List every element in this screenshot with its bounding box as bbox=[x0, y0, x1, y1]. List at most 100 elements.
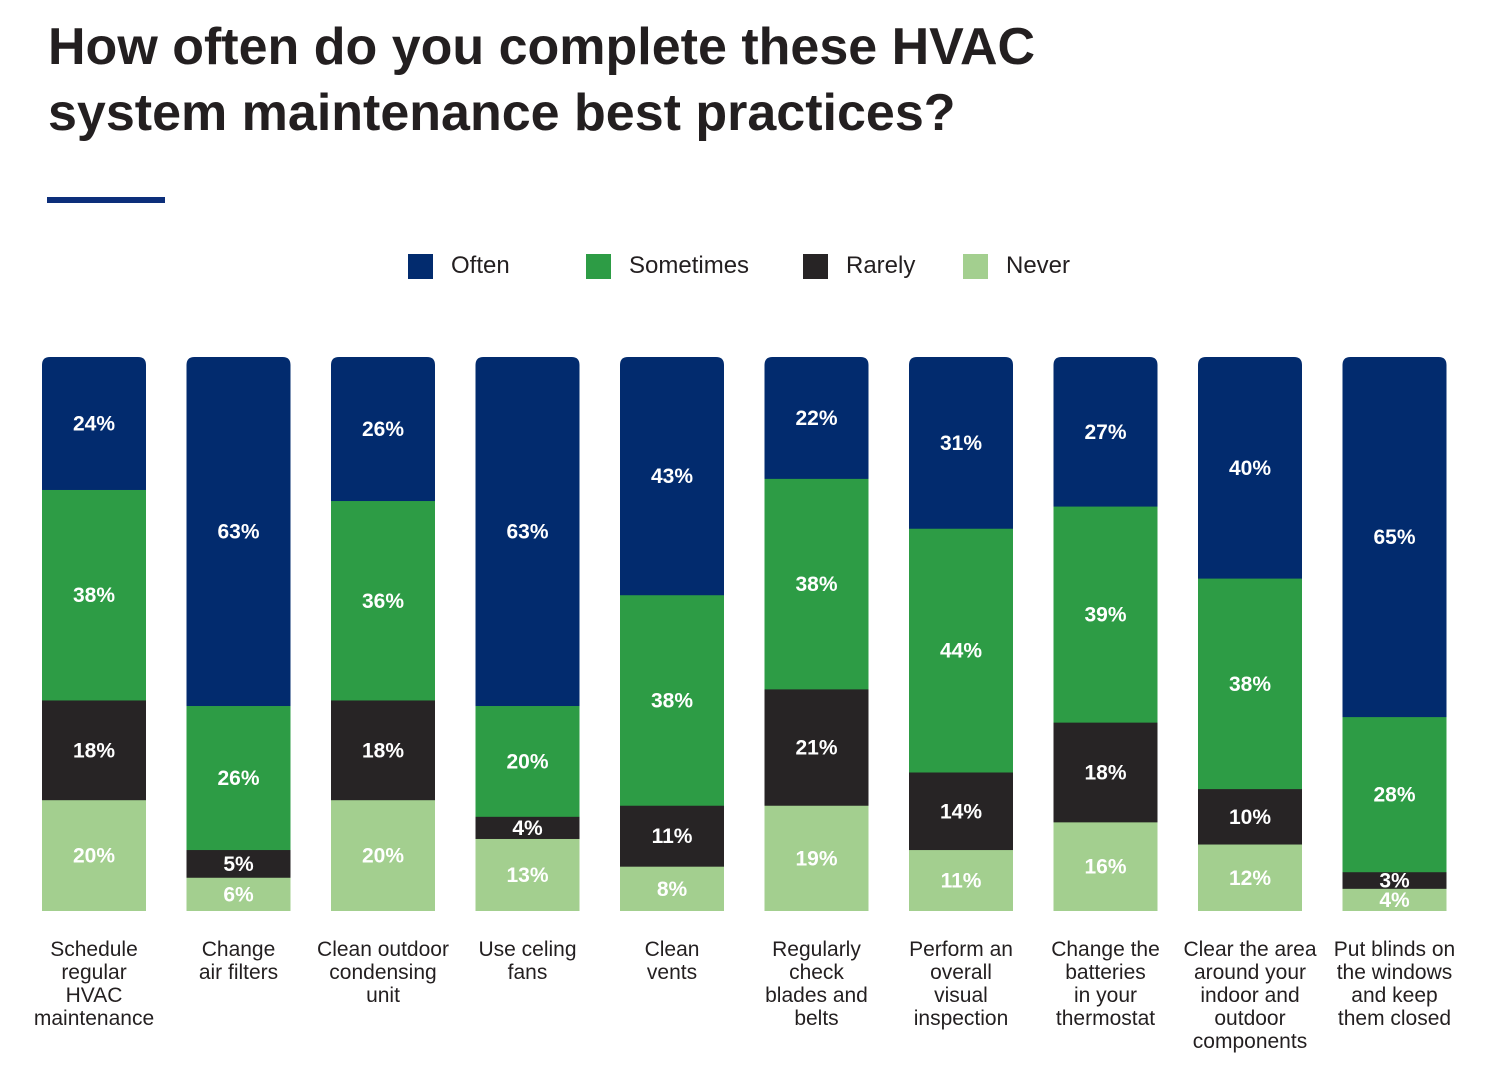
bar-segment-never bbox=[1342, 888, 1447, 911]
bar-segment-sometimes bbox=[620, 595, 724, 807]
category-label-line: check bbox=[789, 961, 844, 984]
bar-segment-often bbox=[331, 357, 435, 502]
category-label-line: blades and bbox=[765, 984, 868, 1007]
bar-segment-sometimes bbox=[331, 501, 435, 701]
data-label: 38% bbox=[651, 689, 693, 712]
bar-segment-often bbox=[475, 357, 580, 707]
bar-segment-often bbox=[1198, 357, 1302, 580]
data-label: 12% bbox=[1229, 867, 1271, 890]
category-label: Clear the area around your indoor and outdo… bbox=[1175, 938, 1325, 1053]
category-label-line: them closed bbox=[1337, 1007, 1452, 1030]
chart-title-line-1: How often do you complete these HVAC bbox=[48, 18, 1036, 76]
data-label: 18% bbox=[1084, 762, 1126, 785]
data-label: 63% bbox=[217, 521, 259, 544]
bar-segment-sometimes bbox=[1198, 578, 1302, 790]
bar-segment-sometimes bbox=[764, 478, 869, 690]
category-label-line: Put blinds on bbox=[1333, 938, 1456, 961]
legend-label: Sometimes bbox=[629, 252, 750, 279]
category-label-line: condensing bbox=[329, 961, 437, 984]
bar-segment-rarely bbox=[475, 816, 580, 840]
data-label: 20% bbox=[362, 845, 404, 868]
data-label: 5% bbox=[223, 853, 254, 876]
category-label-line: vents bbox=[646, 961, 698, 984]
category-label-line: and keep bbox=[1351, 984, 1438, 1007]
bar-segment-never bbox=[909, 850, 1013, 911]
data-label: 4% bbox=[1379, 889, 1410, 912]
category-label-line: fans bbox=[507, 961, 548, 984]
bar-segment-never bbox=[475, 838, 580, 911]
category-label-line: Schedule bbox=[50, 938, 138, 961]
data-label: 19% bbox=[795, 847, 837, 870]
bar-segment-rarely bbox=[42, 700, 146, 801]
category-label-line: belts bbox=[794, 1007, 839, 1030]
category-label-line: inspection bbox=[913, 1007, 1009, 1030]
data-label: 10% bbox=[1229, 806, 1271, 829]
legend-label: Often bbox=[451, 252, 510, 279]
data-label: 11% bbox=[941, 870, 982, 893]
data-label: 63% bbox=[506, 521, 548, 544]
category-label-line: overall bbox=[930, 961, 992, 984]
category-label-line: Perform an bbox=[909, 938, 1013, 961]
bar-segment-often bbox=[1342, 357, 1447, 718]
category-label-line: the windows bbox=[1336, 961, 1453, 984]
bar-segment-sometimes bbox=[1053, 506, 1158, 724]
bar-stack bbox=[331, 357, 435, 911]
legend-label: Never bbox=[1006, 252, 1071, 279]
legend-item-never: Never bbox=[963, 252, 1070, 280]
bar-stack bbox=[42, 357, 146, 911]
data-label: 44% bbox=[940, 640, 982, 663]
category-label: Change the batteries in your thermostat bbox=[1031, 938, 1181, 1030]
category-label: Schedule regular HVAC maintenance bbox=[19, 938, 169, 1030]
bar-segment-often bbox=[42, 357, 146, 491]
category-label-line: Use celing bbox=[478, 938, 577, 961]
category-label-line: Clean outdoor bbox=[317, 938, 449, 961]
data-label: 18% bbox=[362, 739, 404, 762]
category-label-line: Regularly bbox=[772, 938, 861, 961]
category-label-line: in your bbox=[1073, 984, 1138, 1007]
bar-segment-never bbox=[1053, 822, 1158, 911]
legend: Often Sometimes Rarely Never bbox=[0, 245, 1500, 285]
category-label: Perform an overall visual inspection bbox=[886, 938, 1036, 1030]
category-label: Clean outdoor condensing unit bbox=[308, 938, 458, 1007]
data-label: 21% bbox=[795, 737, 837, 760]
legend-label: Rarely bbox=[846, 252, 916, 279]
data-label: 16% bbox=[1084, 856, 1126, 879]
category-label-line: around your bbox=[1193, 961, 1307, 984]
category-label: Regularly check blades and belts bbox=[742, 938, 892, 1030]
data-label: 4% bbox=[512, 817, 543, 840]
legend-item-sometimes: Sometimes bbox=[586, 252, 749, 280]
bar-segment-sometimes bbox=[1342, 717, 1447, 873]
data-label: 11% bbox=[652, 825, 693, 848]
legend-item-often: Often bbox=[408, 252, 510, 280]
data-label: 18% bbox=[73, 739, 115, 762]
bar-segment-rarely bbox=[1342, 872, 1447, 890]
data-label: 38% bbox=[1229, 673, 1271, 696]
legend-swatch bbox=[963, 253, 988, 279]
legend-swatch bbox=[803, 253, 828, 279]
title-underline bbox=[47, 197, 165, 203]
category-label-line: outdoor bbox=[1214, 1007, 1286, 1030]
bar-segment-sometimes bbox=[42, 489, 146, 701]
bar-stack bbox=[620, 357, 724, 911]
data-label: 8% bbox=[657, 878, 688, 901]
bar-segment-rarely bbox=[909, 772, 1013, 851]
bar-segment-sometimes bbox=[475, 706, 580, 818]
data-label: 14% bbox=[940, 800, 982, 823]
data-label: 38% bbox=[795, 573, 837, 596]
category-label-line: components bbox=[1192, 1030, 1308, 1053]
bar-segment-often bbox=[1053, 357, 1158, 508]
bar-segment-sometimes bbox=[186, 706, 291, 851]
legend-swatch bbox=[586, 253, 611, 279]
data-label: 43% bbox=[651, 465, 693, 488]
bar-stack bbox=[764, 357, 869, 911]
data-label: 3% bbox=[1379, 870, 1410, 893]
category-label-line: unit bbox=[366, 984, 400, 1007]
bar-segment-never bbox=[620, 866, 724, 911]
category-label-line: Change the bbox=[1051, 938, 1160, 961]
category-label-line: visual bbox=[934, 984, 988, 1007]
category-label-line: HVAC bbox=[65, 984, 123, 1007]
chart-title-line-2: system maintenance best practices? bbox=[48, 84, 956, 142]
legend-item-rarely: Rarely bbox=[803, 252, 915, 280]
bar-stack bbox=[1198, 357, 1302, 911]
